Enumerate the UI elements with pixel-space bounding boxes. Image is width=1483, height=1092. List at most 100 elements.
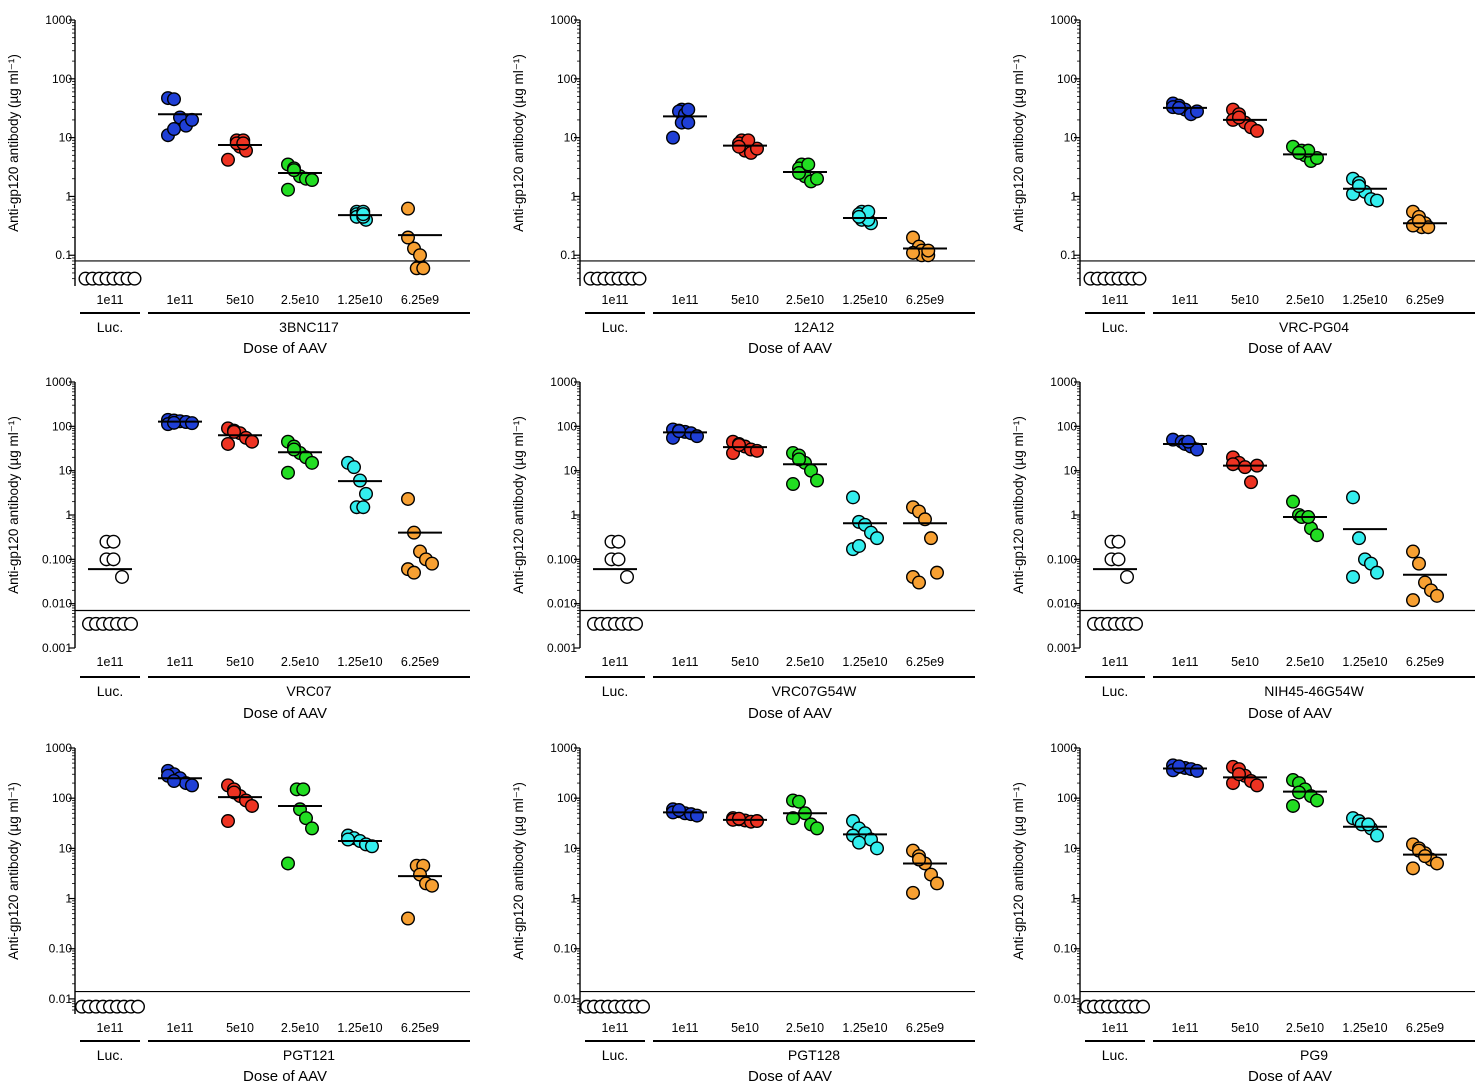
data-point xyxy=(672,424,687,439)
data-point xyxy=(852,209,867,224)
y-tick-label: 10 xyxy=(59,464,73,478)
y-tick-label: 0.001 xyxy=(1047,641,1077,655)
data-point xyxy=(166,122,181,137)
x-category-label: 1.25e10 xyxy=(1342,1021,1387,1035)
data-point xyxy=(130,999,145,1014)
x-axis-label: Dose of AAV xyxy=(748,1068,832,1085)
data-point xyxy=(226,785,241,800)
data-point xyxy=(416,261,431,276)
y-tick-label: 100 xyxy=(1057,419,1077,433)
x-category-label: 1.25e10 xyxy=(337,655,382,669)
x-category-label: 1e11 xyxy=(602,1021,629,1035)
x-category-label: 5e10 xyxy=(1231,1021,1259,1035)
x-category-label: 1e11 xyxy=(1102,293,1129,307)
y-tick-label: 1000 xyxy=(1050,375,1077,389)
data-point xyxy=(401,491,416,506)
data-point xyxy=(365,839,380,854)
data-point xyxy=(106,552,121,567)
data-point xyxy=(127,271,142,286)
data-point xyxy=(296,782,311,797)
y-tick-label: 1000 xyxy=(45,13,72,27)
y-tick-label: 0.010 xyxy=(42,597,72,611)
y-tick-label: 100 xyxy=(52,791,72,805)
data-point xyxy=(1231,767,1246,782)
x-category-label: 1.25e10 xyxy=(337,1021,382,1035)
x-category-label: 6.25e9 xyxy=(1406,1021,1444,1035)
group-label: VRC-PG04 xyxy=(1279,319,1349,335)
data-point xyxy=(226,424,241,439)
data-point xyxy=(906,245,921,260)
data-point xyxy=(852,538,867,553)
data-point xyxy=(281,182,296,197)
data-point xyxy=(184,416,199,431)
x-category-label: 2.5e10 xyxy=(1286,655,1324,669)
y-tick-label: 100 xyxy=(52,419,72,433)
x-category-label: 1e11 xyxy=(672,1021,699,1035)
y-tick-label: 100 xyxy=(557,419,577,433)
data-point xyxy=(244,434,259,449)
x-axis-label: Dose of AAV xyxy=(1248,340,1332,357)
data-point xyxy=(166,92,181,107)
data-point xyxy=(611,552,626,567)
data-point xyxy=(629,616,644,631)
data-point xyxy=(220,152,235,167)
data-point xyxy=(106,534,121,549)
data-point xyxy=(672,803,687,818)
y-tick-label: 1000 xyxy=(45,375,72,389)
chart-panel-7: 0.01 0.10 1 10 100 1000 Anti-gp120 antibody (µ… xyxy=(6,741,470,1085)
chart-panel-6: 0.001 0.010 0.100 1 10 100 1000 Anti-gp120 anti… xyxy=(1011,375,1475,722)
y-tick-label: 10 xyxy=(59,841,73,855)
data-point xyxy=(1369,828,1384,843)
group-label: Luc. xyxy=(1102,683,1128,699)
x-category-label: 1e11 xyxy=(1172,1021,1199,1035)
x-category-label: 2.5e10 xyxy=(786,1021,824,1035)
y-tick-label: 0.001 xyxy=(547,641,577,655)
data-point xyxy=(184,778,199,793)
data-point xyxy=(281,465,296,480)
y-tick-label: 0.010 xyxy=(1047,597,1077,611)
x-category-label: 1.25e10 xyxy=(1342,655,1387,669)
data-point xyxy=(401,201,416,216)
data-point xyxy=(690,808,705,823)
data-point xyxy=(220,814,235,829)
data-point xyxy=(921,243,936,258)
x-category-label: 1e11 xyxy=(1172,293,1199,307)
group-label: Luc. xyxy=(1102,1047,1128,1063)
chart-panel-5: 0.001 0.010 0.100 1 10 100 1000 Anti-gp120 anti… xyxy=(511,375,975,722)
data-point xyxy=(305,173,320,188)
data-point xyxy=(1237,460,1252,475)
data-point xyxy=(305,821,320,836)
data-point xyxy=(1429,856,1444,871)
data-point xyxy=(166,415,181,430)
x-axis-label: Dose of AAV xyxy=(748,340,832,357)
data-point xyxy=(632,271,647,286)
data-point xyxy=(620,569,635,584)
y-tick-label: 0.01 xyxy=(554,992,578,1006)
x-category-label: 1.25e10 xyxy=(337,293,382,307)
data-point xyxy=(1225,457,1240,472)
data-point xyxy=(1429,588,1444,603)
group-label: 3BNC117 xyxy=(279,319,339,335)
data-point xyxy=(166,773,181,788)
y-tick-label: 0.1 xyxy=(55,248,72,262)
data-point xyxy=(681,115,696,130)
data-point xyxy=(681,102,696,117)
data-point xyxy=(1309,528,1324,543)
data-point xyxy=(1291,145,1306,160)
group-label: PGT121 xyxy=(283,1047,335,1063)
y-tick-label: 0.10 xyxy=(554,942,578,956)
data-point xyxy=(1417,849,1432,864)
y-tick-label: 0.01 xyxy=(49,992,73,1006)
y-tick-label: 1 xyxy=(65,508,72,522)
y-tick-label: 0.10 xyxy=(49,942,73,956)
chart-panel-2: 0.1 1 10 100 1000 Anti-gp120 antibody (µg ml⁻… xyxy=(511,13,975,357)
x-category-label: 1e11 xyxy=(1172,655,1199,669)
x-category-label: 2.5e10 xyxy=(786,655,824,669)
data-point xyxy=(1128,616,1143,631)
y-tick-label: 1 xyxy=(65,189,72,203)
data-point xyxy=(1405,544,1420,559)
data-point xyxy=(1111,534,1126,549)
data-point xyxy=(1135,999,1150,1014)
x-category-label: 2.5e10 xyxy=(1286,293,1324,307)
x-category-label: 1.25e10 xyxy=(842,293,887,307)
